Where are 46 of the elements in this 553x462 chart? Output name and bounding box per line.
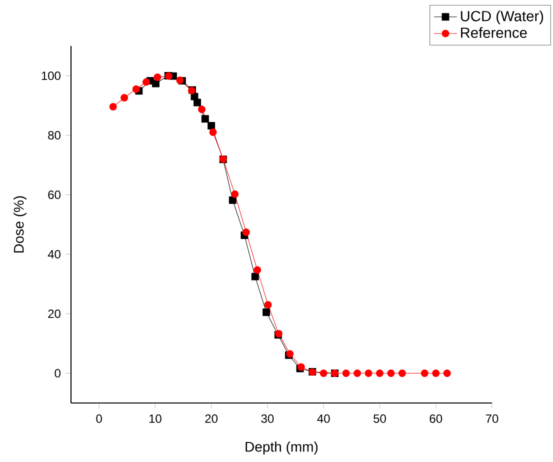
- point: [420, 370, 428, 377]
- point: [109, 102, 117, 110]
- point: [242, 228, 250, 236]
- point: [376, 370, 384, 377]
- point: [209, 128, 217, 136]
- point: [251, 272, 259, 280]
- legend-label: UCD (Water): [460, 10, 544, 24]
- y-tick-label: 20: [48, 309, 60, 318]
- point: [231, 190, 239, 198]
- point: [142, 78, 150, 86]
- point: [154, 74, 162, 81]
- point: [120, 94, 128, 102]
- y-axis-title: Dose (%): [13, 196, 27, 253]
- point: [198, 106, 206, 114]
- point: [387, 370, 395, 377]
- x-axis-title: Depth (mm): [246, 441, 318, 455]
- point: [208, 122, 216, 130]
- point: [254, 266, 262, 274]
- legend-label: Reference: [461, 27, 527, 38]
- x-tick-label: 70: [486, 414, 498, 423]
- x-tick-label: 50: [374, 414, 386, 423]
- point: [262, 308, 270, 316]
- x-tick-label: 10: [149, 414, 162, 423]
- point: [320, 370, 328, 377]
- y-tick-label: 100: [42, 71, 60, 80]
- point: [354, 370, 362, 377]
- point: [443, 370, 451, 377]
- point: [364, 370, 372, 377]
- x-tick-label: 30: [261, 414, 274, 423]
- point: [132, 85, 140, 93]
- x-tick-label: 0: [96, 414, 102, 423]
- x-tick-label: 20: [205, 414, 218, 423]
- x-tick-label: 60: [430, 414, 442, 423]
- point: [228, 196, 236, 204]
- y-tick-label: 80: [48, 130, 60, 140]
- point: [342, 370, 350, 377]
- point: [152, 80, 160, 88]
- point: [398, 370, 406, 377]
- point: [201, 115, 209, 123]
- point: [432, 370, 440, 377]
- point: [264, 301, 272, 309]
- y-tick-label: 60: [48, 190, 60, 200]
- y-tick-label: 40: [48, 250, 60, 259]
- point: [194, 98, 202, 106]
- x-tick-label: 40: [317, 414, 330, 423]
- y-tick-label: 0: [54, 368, 60, 378]
